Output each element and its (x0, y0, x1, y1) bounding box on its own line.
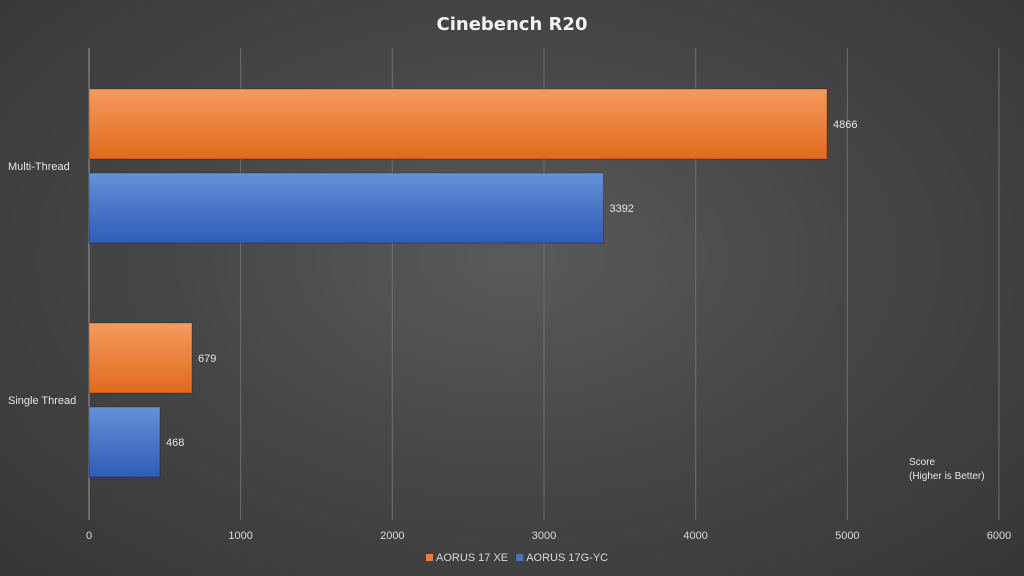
x-axis-ticks: 0 1000 2000 3000 4000 5000 6000 (86, 530, 1011, 542)
axis-note: Score (Higher is Better) (909, 457, 985, 482)
x-tick-label: 0 (86, 530, 92, 542)
legend: AORUS 17 XE AORUS 17G-YC (426, 552, 608, 564)
data-label: 679 (198, 353, 216, 365)
y-axis-categories: Multi-Thread Single Thread (8, 161, 76, 407)
x-tick-label: 2000 (380, 530, 404, 542)
bar-aorus-17g-yc-single-thread (88, 406, 161, 478)
category-label-single-thread: Single Thread (8, 395, 76, 407)
category-label-multi-thread: Multi-Thread (8, 161, 70, 173)
x-tick-label: 4000 (683, 530, 707, 542)
x-tick-label: 6000 (987, 530, 1011, 542)
data-label: 3392 (609, 203, 633, 215)
bar-aorus-17-xe-multi-thread (88, 88, 828, 160)
bar-aorus-17-xe-single-thread (88, 322, 193, 394)
legend-swatch-aorus-17g-yc (516, 554, 524, 561)
x-tick-label: 5000 (835, 530, 859, 542)
data-label: 468 (166, 437, 184, 449)
legend-label-aorus-17g-yc: AORUS 17G-YC (526, 552, 608, 564)
x-tick-label: 1000 (228, 530, 252, 542)
bar-aorus-17g-yc-multi-thread (88, 172, 604, 244)
chart-title: Cinebench R20 (437, 14, 588, 35)
data-label: 4866 (833, 119, 857, 131)
axis-note-line: Score (909, 457, 936, 468)
x-tick-label: 3000 (532, 530, 556, 542)
legend-label-aorus-17-xe: AORUS 17 XE (436, 552, 508, 564)
axis-note-line: (Higher is Better) (909, 471, 985, 482)
bars-group: 4866 3392 679 468 (88, 88, 857, 478)
legend-swatch-aorus-17-xe (426, 554, 433, 561)
